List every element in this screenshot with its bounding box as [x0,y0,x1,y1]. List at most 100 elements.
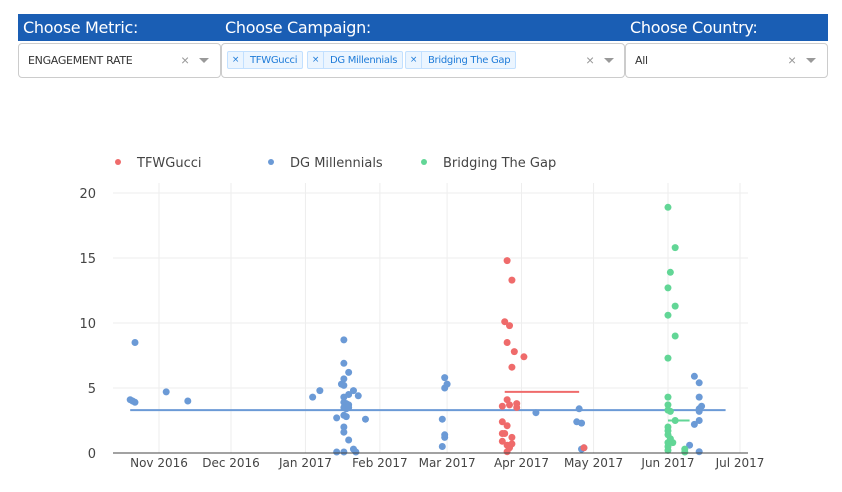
metric-chevron-down-icon[interactable] [199,58,209,63]
data-point[interactable] [664,431,672,439]
data-point[interactable] [438,443,446,450]
data-point[interactable] [578,419,586,427]
data-point[interactable] [441,431,449,439]
data-point[interactable] [695,393,703,401]
data-point[interactable] [666,268,674,276]
data-point[interactable] [664,393,672,401]
data-point[interactable] [361,415,369,423]
data-point[interactable] [503,396,511,404]
data-point[interactable] [664,284,672,292]
data-point[interactable] [443,380,451,388]
data-point[interactable] [340,336,348,344]
data-point[interactable] [340,428,348,436]
legend-item-dg-millennials[interactable]: DG Millennials [268,156,383,171]
data-point[interactable] [340,381,348,389]
data-point[interactable] [506,444,514,452]
data-point[interactable] [498,430,506,437]
legend-item-tfwgucci[interactable]: TFWGucci [115,156,202,171]
data-point[interactable] [510,348,518,356]
data-point[interactable] [508,276,516,284]
legend-item-bridging-the-gap[interactable]: Bridging The Gap [421,156,556,171]
data-point[interactable] [681,448,689,456]
data-point[interactable] [573,418,581,426]
data-point[interactable] [698,402,706,410]
data-point[interactable] [664,311,672,319]
data-point[interactable] [508,440,516,448]
data-point[interactable] [666,435,674,443]
data-point[interactable] [695,379,703,387]
data-point[interactable] [342,405,350,413]
data-point[interactable] [503,448,511,456]
data-point[interactable] [345,404,353,411]
data-point[interactable] [695,407,703,415]
data-point[interactable] [503,339,511,346]
data-point[interactable] [513,400,521,408]
data-point[interactable] [503,441,511,449]
tag-remove-icon[interactable]: × [308,52,324,68]
data-point[interactable] [513,404,521,411]
data-point[interactable] [162,388,170,396]
data-point[interactable] [578,445,586,453]
data-point[interactable] [503,257,511,265]
data-point[interactable] [340,404,348,411]
data-point[interactable] [129,397,137,405]
data-point[interactable] [664,423,672,431]
data-point[interactable] [669,439,677,447]
data-point[interactable] [508,433,516,441]
data-point[interactable] [349,387,357,395]
data-point[interactable] [342,413,350,421]
data-point[interactable] [664,443,672,450]
data-point[interactable] [575,405,583,413]
data-point[interactable] [354,392,362,400]
data-point[interactable] [664,427,672,435]
data-point[interactable] [340,411,348,419]
data-point[interactable] [664,354,672,362]
data-point[interactable] [184,397,192,405]
campaign-clear-icon[interactable]: × [586,52,595,68]
data-point[interactable] [342,400,350,408]
chart-legend[interactable]: TFWGucci DG Millennials Bridging The Gap [115,156,556,171]
data-point[interactable] [695,405,703,413]
data-point[interactable] [316,387,324,395]
data-point[interactable] [340,359,348,367]
data-point[interactable] [671,244,679,252]
data-point[interactable] [441,374,449,382]
data-point[interactable] [690,372,698,380]
data-point[interactable] [340,448,348,456]
data-point[interactable] [340,375,348,383]
data-point[interactable] [438,415,446,423]
data-point[interactable] [441,384,449,392]
data-point[interactable] [340,423,348,431]
data-point[interactable] [333,414,341,422]
data-point[interactable] [671,417,679,424]
data-point[interactable] [498,402,506,410]
data-point[interactable] [340,398,348,406]
data-point[interactable] [337,380,345,388]
data-point[interactable] [690,420,698,428]
data-point[interactable] [506,401,514,409]
data-point[interactable] [349,445,357,453]
data-point[interactable] [441,433,449,441]
data-point[interactable] [580,444,588,452]
data-point[interactable] [340,393,348,401]
data-point[interactable] [131,398,139,406]
data-point[interactable] [664,203,672,211]
data-point[interactable] [664,406,672,414]
data-point[interactable] [671,302,679,310]
data-point[interactable] [345,391,353,398]
data-point[interactable] [520,353,528,361]
data-point[interactable] [309,393,317,401]
data-point[interactable] [333,448,341,456]
data-point[interactable] [501,318,509,326]
data-point[interactable] [686,441,694,449]
data-point[interactable] [501,430,509,437]
metric-dropdown[interactable]: ENGAGEMENT RATE × [18,43,221,78]
data-point[interactable] [131,339,139,346]
data-point[interactable] [671,332,679,340]
data-point[interactable] [695,448,703,456]
data-point[interactable] [506,322,514,330]
data-point[interactable] [580,444,588,452]
tag-remove-icon[interactable]: × [406,52,422,68]
data-point[interactable] [666,407,674,415]
data-point[interactable] [508,363,516,371]
